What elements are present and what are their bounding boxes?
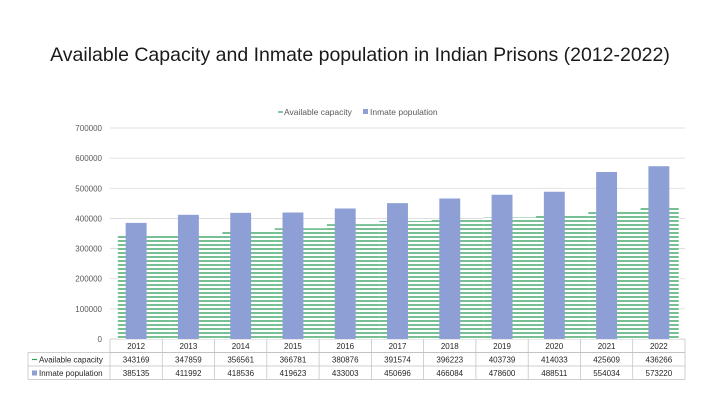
x-tick-label: 2020 <box>545 342 563 351</box>
table-cell-capacity: 380876 <box>332 356 359 365</box>
table-cell-inmates: 433003 <box>332 369 359 378</box>
x-tick-label: 2013 <box>180 342 198 351</box>
table-cell-inmates: 466084 <box>436 369 463 378</box>
table-cell-capacity: 414033 <box>541 356 568 365</box>
bar <box>648 166 670 339</box>
bar <box>177 214 199 339</box>
bar <box>230 212 252 339</box>
x-tick-label: 2016 <box>336 342 354 351</box>
table-cell-capacity: 347859 <box>175 356 202 365</box>
x-tick-label: 2017 <box>389 342 407 351</box>
bar <box>596 171 618 339</box>
y-tick-label: 300000 <box>75 245 102 254</box>
table-cell-capacity: 396223 <box>436 356 463 365</box>
y-tick-label: 0 <box>98 335 103 344</box>
table-cell-inmates: 488511 <box>541 369 568 378</box>
x-tick-label: 2019 <box>493 342 511 351</box>
table-row-label-inmates: Inmate population <box>39 369 103 378</box>
bar <box>387 203 408 339</box>
bar <box>543 191 565 339</box>
bar <box>125 222 147 339</box>
chart-title: Available Capacity and Inmate population… <box>50 44 670 66</box>
table-cell-inmates: 385135 <box>123 369 150 378</box>
x-tick-label: 2022 <box>650 342 668 351</box>
legend-label-capacity: Available capacity <box>284 107 353 117</box>
table-cell-inmates: 419623 <box>280 369 307 378</box>
bar <box>282 212 304 339</box>
table-cell-capacity: 343169 <box>123 356 150 365</box>
legend: Available capacity Inmate population <box>278 107 438 117</box>
table-cell-inmates: 573220 <box>646 369 673 378</box>
y-tick-label: 600000 <box>75 154 102 163</box>
y-tick-label: 400000 <box>75 214 102 223</box>
x-tick-label: 2021 <box>598 342 616 351</box>
inmate-population-bars <box>125 166 670 339</box>
y-tick-label: 500000 <box>75 184 102 193</box>
table-cell-capacity: 403739 <box>489 356 516 365</box>
table-key-inmates <box>32 370 37 376</box>
table-cell-capacity: 356561 <box>227 356 254 365</box>
y-axis: 0 100000 200000 300000 400000 500000 600000 700… <box>75 124 102 344</box>
x-tick-label: 2015 <box>284 342 302 351</box>
x-tick-label: 2018 <box>441 342 459 351</box>
table-cell-inmates: 554034 <box>593 369 620 378</box>
table-cell-capacity: 366781 <box>280 356 307 365</box>
legend-swatch-inmates <box>363 109 368 114</box>
bar <box>439 198 461 339</box>
legend-label-inmates: Inmate population <box>370 107 438 117</box>
data-table: 2012 2013 2014 2015 2016 2017 2018 2019 2020 2021… <box>27 339 686 380</box>
table-cell-inmates: 478600 <box>489 369 516 378</box>
x-tick-label: 2014 <box>232 342 250 351</box>
table-cell-capacity: 391574 <box>384 356 411 365</box>
table-cell-inmates: 411992 <box>175 369 202 378</box>
y-tick-label: 100000 <box>75 305 102 314</box>
table-row-label-capacity: Available capacity <box>39 356 103 365</box>
y-tick-label: 700000 <box>75 124 102 133</box>
bar <box>334 208 356 339</box>
table-cell-capacity: 436266 <box>646 356 673 365</box>
x-tick-label: 2012 <box>127 342 145 351</box>
y-tick-label: 200000 <box>75 275 102 284</box>
table-cell-inmates: 418536 <box>227 369 254 378</box>
bar <box>491 194 513 339</box>
table-cell-capacity: 425609 <box>593 356 620 365</box>
table-cell-inmates: 450696 <box>384 369 411 378</box>
